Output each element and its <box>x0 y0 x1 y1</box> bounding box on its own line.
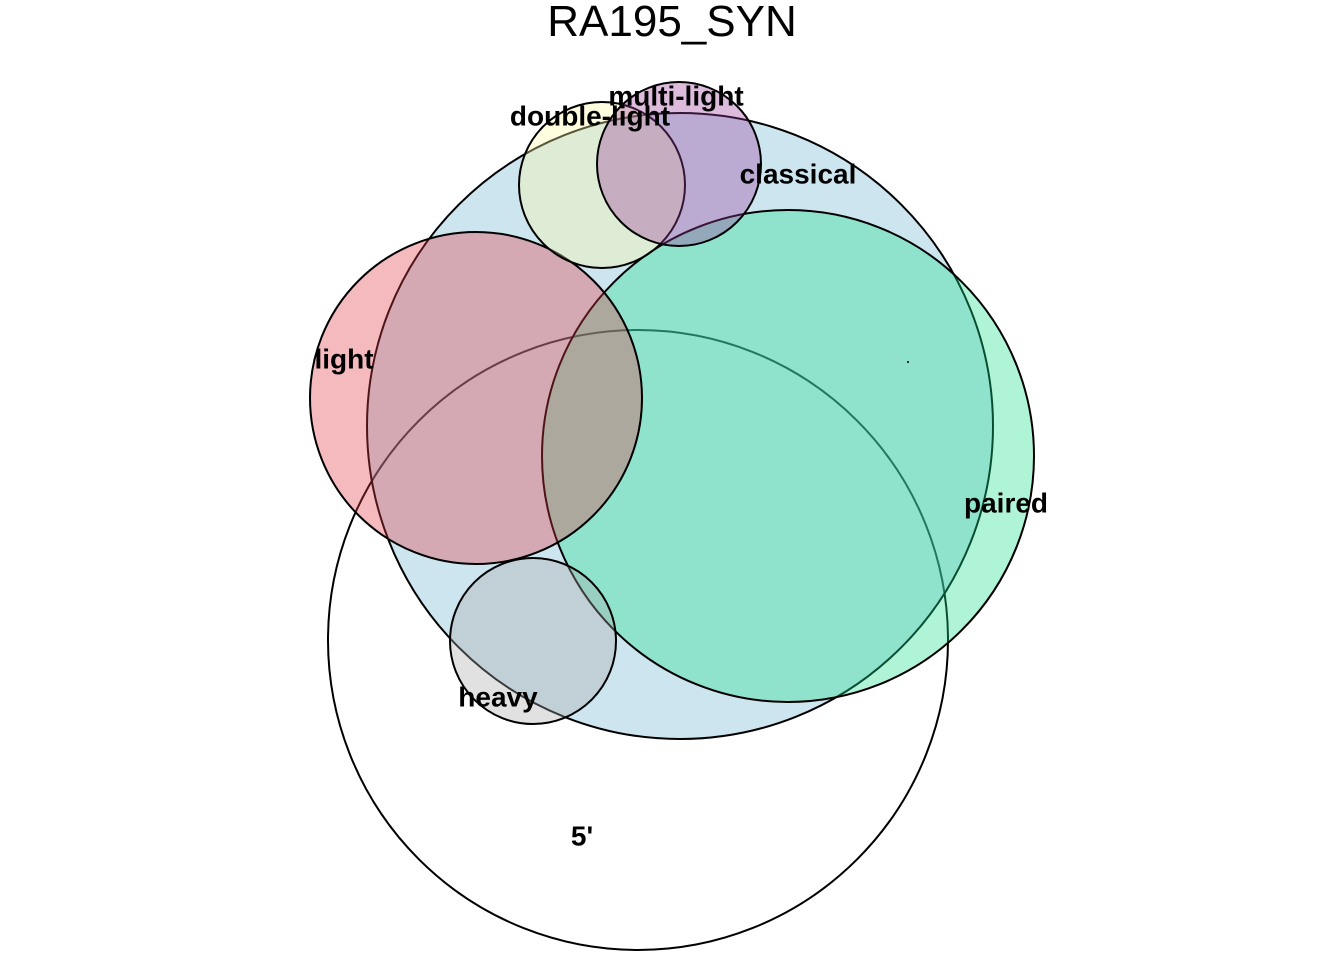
set-circle-multi-light <box>596 81 762 247</box>
stray-point <box>907 361 909 363</box>
set-label-multi-light: multi-light <box>608 80 743 111</box>
set-circle-light <box>309 231 643 565</box>
set-label-light: light <box>314 343 373 374</box>
set-labels: 5' classical paired light heavy double-lightm… <box>314 80 1048 851</box>
set-circle-classical <box>366 112 994 740</box>
set-circle-paired <box>541 209 1035 703</box>
set-label-double-light: double-light <box>510 100 670 131</box>
set-circle-double-light <box>518 101 686 269</box>
set-label-paired: paired <box>964 487 1048 518</box>
set-label-classical: classical <box>740 158 857 189</box>
set-label-5prime: 5' <box>571 820 593 851</box>
set-circle-heavy <box>449 557 617 725</box>
set-circles <box>309 81 1035 951</box>
diagram-title: RA195_SYN <box>547 0 796 46</box>
set-circle-5prime <box>327 329 949 951</box>
set-label-heavy: heavy <box>458 681 538 712</box>
